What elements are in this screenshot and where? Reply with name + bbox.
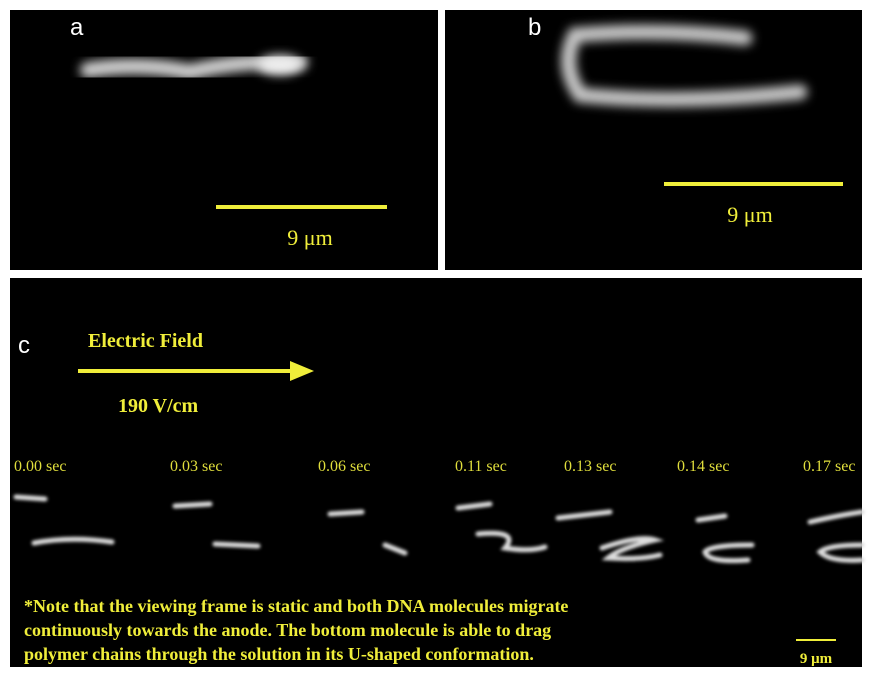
field-strength: 190 V/cm bbox=[118, 395, 199, 417]
panel-label: b bbox=[528, 14, 541, 41]
field-label: Electric Field bbox=[88, 330, 203, 352]
figure: a 9 μm b 9 μm c Electric Field 190 V/cm … bbox=[0, 0, 872, 677]
panel-label: a bbox=[70, 14, 84, 41]
time-label: 0.00 sec bbox=[14, 458, 66, 475]
panel-label: c bbox=[18, 332, 30, 359]
note-line: *Note that the viewing frame is static a… bbox=[24, 596, 568, 616]
time-label: 0.13 sec bbox=[564, 458, 616, 475]
scale-label: 9 μm bbox=[800, 651, 833, 667]
panel-b bbox=[445, 10, 862, 270]
time-label: 0.17 sec bbox=[803, 458, 855, 475]
molecule-bright bbox=[258, 55, 302, 75]
time-label: 0.11 sec bbox=[455, 458, 507, 475]
scale-label: 9 μm bbox=[727, 202, 772, 227]
time-label: 0.06 sec bbox=[318, 458, 370, 475]
time-label: 0.03 sec bbox=[170, 458, 222, 475]
scale-label: 9 μm bbox=[287, 225, 332, 250]
note-line: continuously towards the anode. The bott… bbox=[24, 620, 551, 640]
panel-a bbox=[10, 10, 438, 270]
time-label: 0.14 sec bbox=[677, 458, 729, 475]
note-line: polymer chains through the solution in i… bbox=[24, 644, 534, 664]
